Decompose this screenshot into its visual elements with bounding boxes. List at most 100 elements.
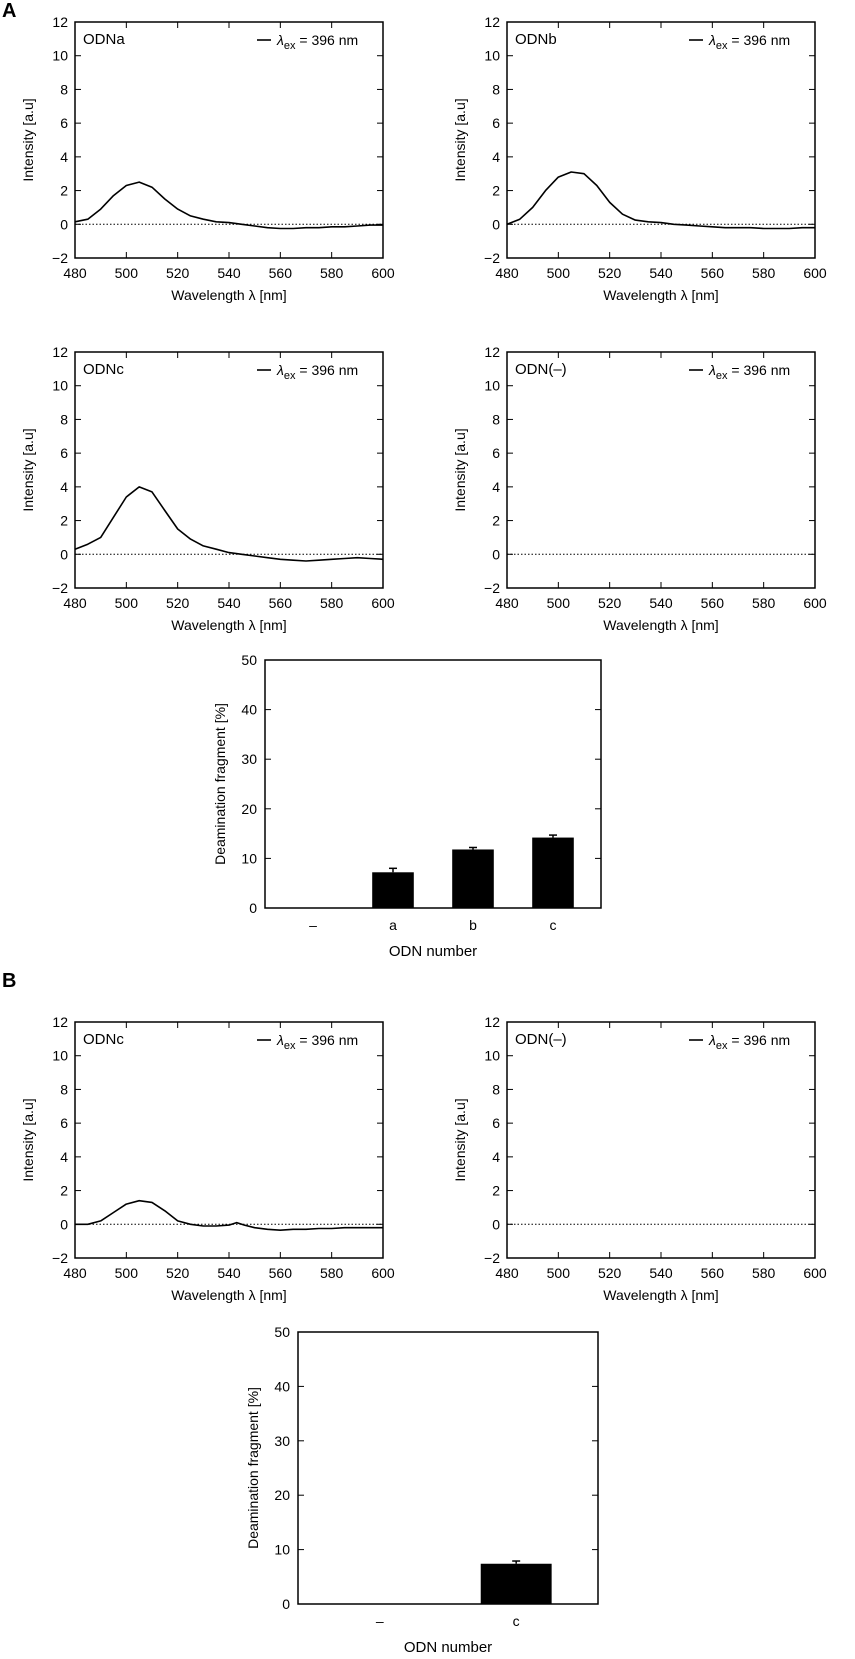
y-tick-label: 50 [241, 652, 257, 668]
panel-label-a: A [2, 0, 17, 22]
y-tick-label: 8 [60, 411, 68, 427]
x-category-label: c [550, 917, 557, 933]
y-tick-label: 4 [60, 479, 68, 495]
y-tick-label: −2 [484, 250, 500, 266]
y-tick-label: 10 [274, 1542, 290, 1558]
plot-frame [506, 1021, 816, 1259]
spectrum-line [75, 1199, 383, 1231]
x-tick-label: 580 [320, 265, 344, 281]
x-tick-label: 560 [701, 1265, 725, 1281]
y-tick-label: 10 [484, 378, 500, 394]
y-tick-label: 2 [60, 1183, 68, 1199]
x-category-label: a [389, 917, 397, 933]
chart-title: ODNc [83, 1031, 124, 1048]
x-tick-label: 520 [166, 265, 190, 281]
deamination-bar-chart-a: 0 10 20 30 40 50 – a b c ODN number Deamination fra… [212, 652, 602, 960]
x-tick-label: 500 [115, 595, 139, 611]
x-tick-label: 540 [217, 1265, 241, 1281]
y-tick-label: 10 [52, 48, 68, 64]
x-tick-label: 500 [547, 595, 571, 611]
y-tick-label: 10 [52, 378, 68, 394]
y-axis-label: Intensity [a.u] [452, 98, 468, 181]
y-axis-label: Intensity [a.u] [20, 1098, 36, 1181]
x-axis-label: Wavelength λ [nm] [603, 287, 718, 303]
chart-title: ODNb [515, 31, 557, 48]
legend-label: λex = 396 nm [708, 1032, 790, 1052]
spectrum-chart-odn-minus-b: −2 0 2 4 6 8 10 12 480 500 520 540 560 580 600 ODN(–) λe… [452, 1014, 827, 1303]
spectrum-chart-odnb: −2 0 2 4 6 8 10 12 480 500 520 540 560 580 600 ODNb λex … [452, 14, 827, 303]
y-tick-label: 0 [60, 216, 68, 232]
y-tick-label: 0 [492, 546, 500, 562]
y-tick-label: 0 [60, 1216, 68, 1232]
x-axis-label: Wavelength λ [nm] [171, 287, 286, 303]
y-tick-label: 20 [274, 1487, 290, 1503]
x-axis-label: ODN number [389, 943, 477, 960]
x-tick-label: 560 [701, 265, 725, 281]
y-tick-label: 0 [282, 1596, 290, 1612]
y-axis-label: Intensity [a.u] [20, 98, 36, 181]
x-tick-label: 520 [598, 595, 622, 611]
y-tick-label: −2 [52, 250, 68, 266]
panel-label-b: B [2, 970, 17, 992]
x-tick-label: 560 [269, 595, 293, 611]
x-tick-label: 500 [547, 1265, 571, 1281]
bar [452, 849, 494, 908]
y-tick-label: 12 [52, 14, 68, 30]
y-tick-label: 6 [60, 1115, 68, 1131]
x-tick-label: 600 [371, 265, 395, 281]
spectrum-line [74, 486, 384, 562]
x-tick-label: 480 [495, 1265, 519, 1281]
y-tick-label: 6 [492, 1115, 500, 1131]
y-tick-label: 30 [241, 751, 257, 767]
plot-frame [506, 351, 816, 589]
spectrum-chart-odnc: −2 0 2 4 6 8 10 12 480 500 520 540 560 580 600 ODNc λex … [20, 344, 395, 633]
y-tick-label: −2 [52, 580, 68, 596]
x-tick-label: 600 [803, 1265, 827, 1281]
y-tick-label: 2 [492, 183, 500, 199]
y-tick-label: 4 [492, 149, 500, 165]
y-tick-label: 20 [241, 801, 257, 817]
x-tick-label: 560 [269, 1265, 293, 1281]
x-tick-label: 580 [752, 1265, 776, 1281]
x-tick-label: 600 [803, 265, 827, 281]
y-tick-label: 10 [241, 850, 257, 866]
y-tick-label: 2 [60, 183, 68, 199]
x-axis-label: Wavelength λ [nm] [171, 617, 286, 633]
y-tick-label: 8 [492, 1081, 500, 1097]
x-category-label: c [513, 1613, 520, 1629]
legend-label: λex = 396 nm [276, 362, 358, 382]
x-tick-label: 560 [269, 265, 293, 281]
x-axis-label: ODN number [404, 1639, 492, 1656]
y-tick-label: 0 [249, 900, 257, 916]
bar [480, 1563, 552, 1604]
deamination-bar-chart-b: 0 10 20 30 40 50 – c ODN number Deamination fragm… [245, 1324, 599, 1656]
y-tick-label: 2 [492, 1183, 500, 1199]
plot-frame [74, 1021, 384, 1259]
x-tick-label: 580 [320, 595, 344, 611]
y-tick-label: −2 [484, 1250, 500, 1266]
spectrum-chart-odna: −2 0 2 4 6 8 10 12 480 500 520 540 560 580 600 ODNa λex … [20, 14, 395, 303]
y-tick-label: 8 [492, 411, 500, 427]
y-tick-label: 10 [484, 48, 500, 64]
y-tick-label: 10 [484, 1048, 500, 1064]
legend-label: λex = 396 nm [708, 362, 790, 382]
y-tick-label: 0 [492, 1216, 500, 1232]
x-tick-label: 600 [803, 595, 827, 611]
chart-title: ODNc [83, 361, 124, 378]
x-tick-label: 540 [217, 265, 241, 281]
x-tick-label: 520 [166, 1265, 190, 1281]
x-tick-label: 600 [371, 595, 395, 611]
x-axis-label: Wavelength λ [nm] [603, 617, 718, 633]
y-tick-label: 4 [60, 149, 68, 165]
x-tick-label: 540 [649, 265, 673, 281]
x-tick-label: 480 [63, 595, 87, 611]
x-tick-label: 560 [701, 595, 725, 611]
y-tick-label: 0 [60, 546, 68, 562]
chart-title: ODN(–) [515, 361, 567, 378]
spectrum-line [74, 181, 383, 230]
x-tick-label: 580 [752, 595, 776, 611]
y-tick-label: 6 [60, 115, 68, 131]
x-tick-label: 480 [63, 265, 87, 281]
x-axis-label: Wavelength λ [nm] [603, 1287, 718, 1303]
y-tick-label: 12 [52, 1014, 68, 1030]
